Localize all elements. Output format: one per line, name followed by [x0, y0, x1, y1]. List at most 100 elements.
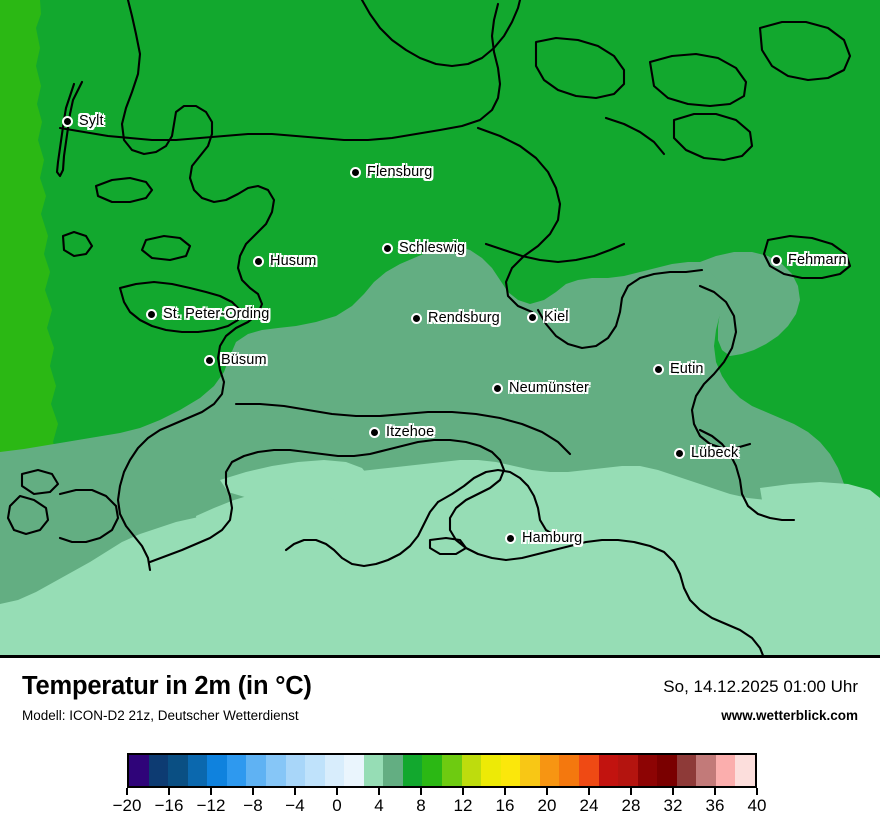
- city-marker-buesum[interactable]: Büsum: [204, 352, 267, 368]
- city-marker-luebeck[interactable]: Lübeck: [674, 445, 738, 461]
- city-dot-icon: [350, 166, 361, 178]
- river-elbe-estuary: [148, 438, 508, 564]
- city-marker-st-peter-ording[interactable]: St. Peter-Ording: [146, 306, 269, 322]
- city-dot-icon: [62, 115, 73, 127]
- city-dot-icon: [146, 308, 157, 320]
- temperature-map[interactable]: Sylt Flensburg Husum Schleswig Fehmarn S…: [0, 0, 880, 658]
- coast-pellworm: [140, 234, 192, 262]
- page-title: Temperatur in 2m (in °C): [22, 672, 312, 700]
- colorbar-swatch: [715, 755, 736, 786]
- city-label: Neumünster: [509, 380, 589, 396]
- coast-denmark-island-4: [672, 112, 754, 162]
- colorbar-tick: [588, 788, 590, 795]
- colorbar-swatch: [618, 755, 638, 786]
- city-dot-icon: [771, 254, 782, 266]
- colorbar-tick-label: 0: [332, 796, 342, 815]
- colorbar-swatch: [598, 755, 619, 786]
- colorbar-swatch: [168, 755, 188, 786]
- city-label: Rendsburg: [428, 310, 500, 326]
- city-label: Kiel: [544, 309, 569, 325]
- coast-denmark-island-1: [534, 36, 626, 100]
- coast-amrum: [61, 230, 94, 258]
- colorbar-tick: [546, 788, 548, 795]
- lake-small-1: [20, 468, 60, 496]
- coast-flensburg-fjord: [476, 126, 562, 314]
- colorbar-tick: [504, 788, 506, 795]
- city-label: Flensburg: [367, 164, 433, 180]
- city-marker-fehmarn[interactable]: Fehmarn: [771, 252, 847, 268]
- colorbar-swatch: [402, 755, 423, 786]
- colorbar-tick-labels: −20 −16 −12 −8 −4 0 4 8 12 16 20 24 28 32 36 40: [113, 796, 767, 818]
- city-marker-neumuenster[interactable]: Neumünster: [492, 380, 589, 396]
- coast-denmark-north: [360, 0, 522, 68]
- city-dot-icon: [505, 532, 516, 544]
- colorbar-tick-label: −8: [243, 796, 263, 815]
- city-marker-flensburg[interactable]: Flensburg: [350, 164, 432, 180]
- city-label: Fehmarn: [788, 252, 847, 268]
- city-label: Lübeck: [691, 445, 739, 461]
- island-harbour: [428, 536, 468, 556]
- colorbar-tick-label: −12: [196, 796, 226, 815]
- border-hamburg: [436, 468, 568, 542]
- colorbar-swatch: [520, 755, 540, 786]
- colorbar-swatch: [481, 755, 501, 786]
- city-label: Schleswig: [399, 240, 466, 256]
- colorbar-tick-label: 28: [621, 796, 641, 815]
- colorbar-swatch: [226, 755, 247, 786]
- model-subtitle: Modell: ICON-D2 21z, Deutscher Wetterdie…: [22, 708, 299, 723]
- city-label: St. Peter-Ording: [163, 306, 270, 322]
- city-dot-icon: [492, 382, 503, 394]
- colorbar-swatch: [559, 755, 579, 786]
- coast-luebeck-bay: [690, 284, 752, 450]
- coast-denmark-island-3: [758, 20, 852, 82]
- city-marker-husum[interactable]: Husum: [253, 253, 316, 269]
- colorbar-tick-label: −20: [112, 796, 142, 815]
- colorbar-swatch: [657, 755, 677, 786]
- region-mint-green-elbe-inlet: [196, 488, 346, 542]
- region-mint-green-patch-se: [760, 482, 880, 530]
- colorbar-swatch: [383, 755, 403, 786]
- colorbar-tick-label: 4: [374, 796, 384, 815]
- canal-nord-ostsee: [234, 402, 572, 456]
- city-marker-eutin[interactable]: Eutin: [653, 361, 704, 377]
- colorbar-tick-label: 16: [495, 796, 515, 815]
- city-marker-kiel[interactable]: Kiel: [527, 309, 569, 325]
- colorbar-swatch: [578, 755, 599, 786]
- colorbar-swatch: [696, 755, 716, 786]
- map-canvas: [0, 0, 880, 655]
- city-label: Hamburg: [522, 530, 583, 546]
- colorbar-swatch: [129, 755, 149, 786]
- city-dot-icon: [253, 255, 264, 267]
- colorbar-tick-label: −16: [154, 796, 184, 815]
- colorbar-tick-label: −4: [285, 796, 305, 815]
- colorbar-swatch: [324, 755, 345, 786]
- city-dot-icon: [527, 311, 538, 323]
- colorbar-tick: [756, 788, 758, 795]
- city-label: Itzehoe: [386, 424, 435, 440]
- region-sage-green-baltic-tongue: [700, 252, 800, 356]
- region-mint-green-patch-east: [604, 554, 808, 602]
- city-dot-icon: [411, 312, 422, 324]
- city-marker-rendsburg[interactable]: Rendsburg: [411, 310, 500, 326]
- city-marker-itzehoe[interactable]: Itzehoe: [369, 424, 434, 440]
- city-marker-sylt[interactable]: Sylt: [62, 113, 104, 129]
- coast-kiel-fjord: [536, 268, 704, 350]
- colorbar-tick: [630, 788, 632, 795]
- city-dot-icon: [674, 447, 685, 459]
- colorbar-tick: [714, 788, 716, 795]
- colorbar-swatch: [305, 755, 325, 786]
- colorbar-tick: [420, 788, 422, 795]
- city-marker-hamburg[interactable]: Hamburg: [505, 530, 582, 546]
- river-elbe-east: [504, 538, 764, 655]
- city-marker-schleswig[interactable]: Schleswig: [382, 240, 465, 256]
- forecast-timestamp: So, 14.12.2025 01:00 Uhr: [663, 677, 858, 696]
- city-label: Sylt: [79, 113, 104, 129]
- colorbar-swatch: [363, 755, 384, 786]
- city-dot-icon: [204, 354, 215, 366]
- colorbar-swatch: [637, 755, 658, 786]
- colorbar-swatch: [676, 755, 697, 786]
- coast-schlei: [484, 242, 626, 264]
- city-label: Büsum: [221, 352, 267, 368]
- region-mint-green-south: [0, 460, 880, 655]
